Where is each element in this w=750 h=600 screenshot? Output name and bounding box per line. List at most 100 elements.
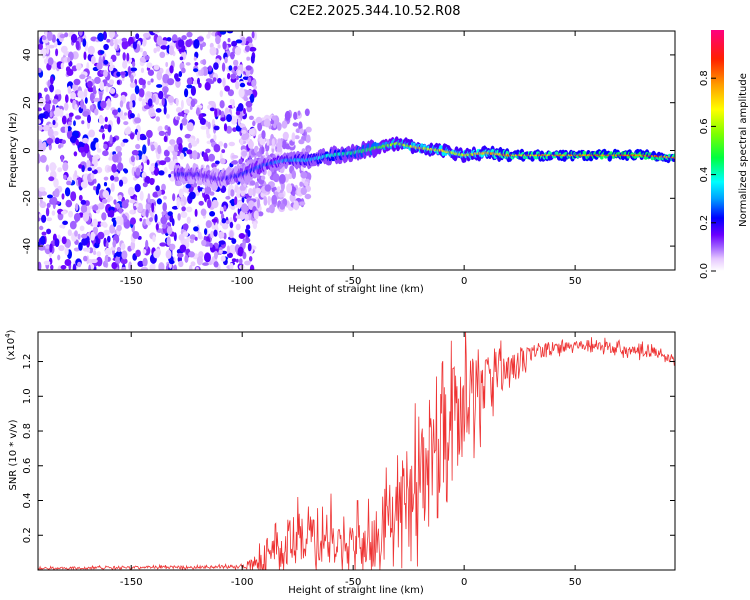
- noise-blob: [103, 69, 108, 78]
- noise-blob: [209, 211, 216, 217]
- noise-blob: [210, 230, 215, 239]
- snr-panel: -150 -100 -50 0 50 0.2 0.4 0.6 0.8 1.0 1.2 Height …: [4, 329, 676, 596]
- noise-blob: [156, 46, 161, 52]
- noise-blob: [103, 124, 109, 130]
- halo-blob: [282, 140, 287, 150]
- halo-blob: [248, 128, 255, 136]
- noise-blob: [145, 239, 149, 250]
- halo-blob: [284, 110, 291, 121]
- noise-blob: [47, 57, 54, 66]
- noise-blob: [113, 171, 119, 177]
- noise-blob: [245, 89, 253, 96]
- noise-blob: [129, 209, 135, 215]
- noise-blob: [193, 56, 197, 61]
- noise-blob: [53, 178, 59, 188]
- noise-blob: [194, 236, 198, 241]
- noise-blob: [234, 196, 238, 206]
- noise-blob: [121, 250, 128, 260]
- noise-blob: [114, 176, 119, 182]
- noise-blob: [183, 109, 190, 114]
- noise-blob: [183, 113, 187, 119]
- colorbar-tick-label: 0.2: [699, 215, 710, 231]
- noise-blob: [176, 199, 180, 209]
- noise-blob: [73, 120, 76, 127]
- noise-blob: [91, 55, 96, 65]
- noise-blob: [213, 125, 220, 131]
- colorbar-tick-label: 0.0: [699, 263, 710, 279]
- noise-blob: [59, 34, 66, 39]
- noise-blob: [185, 62, 191, 66]
- halo-blob: [255, 187, 262, 194]
- noise-blob: [98, 128, 105, 133]
- noise-blob: [55, 48, 59, 57]
- noise-blob: [67, 57, 71, 63]
- noise-blob: [75, 63, 82, 71]
- noise-blob: [235, 258, 239, 263]
- noise-blob: [171, 218, 175, 227]
- noise-blob: [204, 252, 211, 263]
- noise-blob: [62, 220, 68, 225]
- snr-x-tick-label: 50: [569, 577, 582, 588]
- noise-blob: [82, 212, 90, 222]
- noise-blob: [38, 125, 44, 131]
- noise-blob: [185, 39, 192, 48]
- noise-blob: [215, 222, 218, 231]
- noise-blob: [78, 164, 83, 169]
- noise-blob: [108, 31, 115, 39]
- snr-x-tick-label: 0: [461, 577, 467, 588]
- noise-blob: [201, 239, 207, 247]
- noise-blob: [53, 130, 59, 136]
- noise-blob: [112, 109, 118, 116]
- noise-blob: [163, 167, 168, 174]
- noise-blob: [112, 240, 117, 248]
- noise-blob: [119, 216, 124, 226]
- noise-blob: [120, 258, 128, 265]
- halo-blob: [292, 122, 299, 127]
- noise-blob: [43, 260, 51, 266]
- noise-blob: [146, 92, 153, 97]
- halo-blob: [299, 128, 304, 135]
- noise-blob: [91, 155, 98, 165]
- halo-blob: [266, 138, 270, 146]
- noise-blob: [83, 255, 88, 262]
- halo-blob: [240, 190, 246, 197]
- noise-blob: [224, 85, 231, 92]
- spectrogram-x-tick-label: -50: [345, 276, 361, 287]
- halo-blob: [295, 128, 301, 134]
- noise-blob: [204, 186, 212, 195]
- noise-blob: [177, 252, 184, 258]
- noise-blob: [211, 218, 218, 223]
- noise-blob: [61, 193, 65, 200]
- spectrogram-x-tick-label: -150: [120, 276, 143, 287]
- noise-blob: [142, 182, 148, 188]
- noise-blob: [101, 212, 107, 221]
- noise-blob: [174, 144, 179, 153]
- noise-blob: [181, 45, 186, 53]
- noise-blob: [200, 125, 207, 130]
- noise-blob: [88, 247, 94, 254]
- noise-blob: [127, 186, 135, 197]
- noise-blob: [205, 148, 211, 153]
- noise-blob: [155, 108, 162, 113]
- noise-blob: [81, 237, 88, 246]
- noise-blob: [193, 226, 199, 232]
- noise-blob: [40, 47, 47, 57]
- noise-blob: [196, 256, 203, 266]
- noise-blob: [166, 226, 173, 235]
- noise-blob: [67, 85, 72, 94]
- noise-blob: [68, 210, 74, 218]
- noise-blob: [100, 100, 107, 109]
- noise-blob: [116, 116, 121, 125]
- noise-blob: [150, 144, 155, 152]
- spectrogram-y-tick-label: 40: [22, 49, 33, 62]
- noise-blob: [70, 191, 77, 202]
- noise-blob: [227, 89, 234, 97]
- noise-blob: [78, 146, 85, 153]
- noise-blob: [228, 141, 235, 147]
- noise-blob: [46, 217, 53, 222]
- noise-blob: [177, 213, 181, 221]
- halo-blob: [264, 184, 272, 192]
- noise-blob: [141, 37, 147, 47]
- noise-blob: [191, 140, 198, 147]
- spectrogram-x-tick-label: -100: [231, 276, 254, 287]
